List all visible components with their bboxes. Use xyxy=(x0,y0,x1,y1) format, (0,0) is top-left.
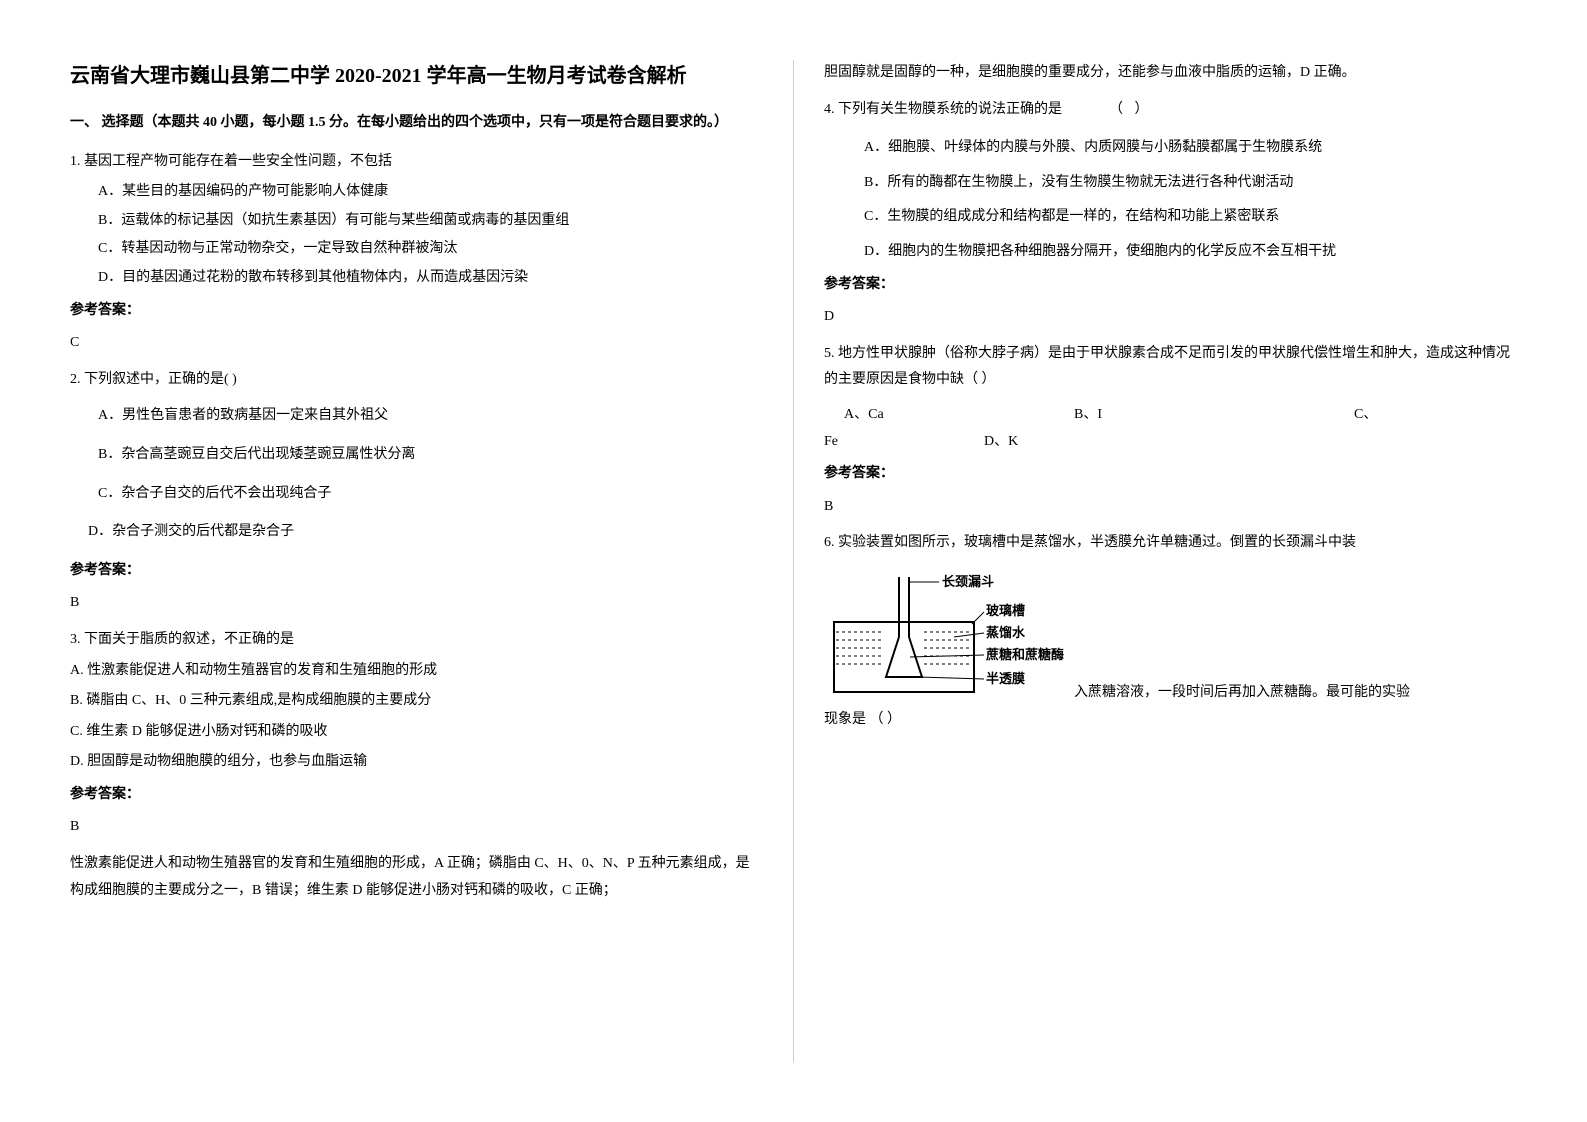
q4-answer: D xyxy=(824,304,1517,331)
q4-paren: （ ） xyxy=(1109,102,1153,117)
q2-answer: B xyxy=(70,590,763,617)
label-tank: 玻璃槽 xyxy=(986,603,1025,618)
q2-option-b: B．杂合高茎豌豆自交后代出现矮茎豌豆属性状分离 xyxy=(70,442,763,469)
q1-option-b: B．运载体的标记基因（如抗生素基因）有可能与某些细菌或病毒的基因重组 xyxy=(70,208,763,235)
q4-option-c: C．生物膜的组成成分和结构都是一样的，在结构和功能上紧密联系 xyxy=(824,204,1517,231)
q1-answer: C xyxy=(70,330,763,357)
left-column: 云南省大理市巍山县第二中学 2020-2021 学年高一生物月考试卷含解析 一、… xyxy=(40,60,793,1062)
q2-option-c: C．杂合子自交的后代不会出现纯合子 xyxy=(70,481,763,508)
q3-option-b: B. 磷脂由 C、H、0 三种元素组成,是构成细胞膜的主要成分 xyxy=(70,688,763,715)
q5-options-row2: Fe D、K xyxy=(824,429,1517,456)
q2-option-d: D．杂合子测交的后代都是杂合子 xyxy=(70,519,763,546)
q3-answer: B xyxy=(70,814,763,841)
q5-answer: B xyxy=(824,494,1517,521)
q4-option-a: A．细胞膜、叶绿体的内膜与外膜、内质网膜与小肠黏膜都属于生物膜系统 xyxy=(824,135,1517,162)
funnel-diagram-icon: 长颈漏斗 玻璃槽 蒸馏水 蔗糖和蔗糖酶溶液 半透膜 xyxy=(824,567,1064,707)
label-water: 蒸馏水 xyxy=(986,625,1026,640)
q4-stem: 4. 下列有关生物膜系统的说法正确的是 （ ） xyxy=(824,97,1517,124)
q6-tail: 现象是 （ ） xyxy=(824,707,1517,734)
q6-stem: 6. 实验装置如图所示，玻璃槽中是蒸馏水，半透膜允许单糖通过。倒置的长颈漏斗中装 xyxy=(824,530,1517,557)
q1-option-d: D．目的基因通过花粉的散布转移到其他植物体内，从而造成基因污染 xyxy=(70,265,763,292)
q1-option-c: C．转基因动物与正常动物杂交，一定导致自然种群被淘汰 xyxy=(70,236,763,263)
q4-option-b: B．所有的酶都在生物膜上，没有生物膜生物就无法进行各种代谢活动 xyxy=(824,170,1517,197)
label-solution: 蔗糖和蔗糖酶溶液 xyxy=(985,647,1064,662)
q5-option-a: A、Ca xyxy=(824,402,1074,429)
question-5: 5. 地方性甲状腺肿（俗称大脖子病）是由于甲状腺素合成不足而引发的甲状腺代偿性增… xyxy=(824,341,1517,521)
label-funnel: 长颈漏斗 xyxy=(942,574,994,589)
q3-option-a: A. 性激素能促进人和动物生殖器官的发育和生殖细胞的形成 xyxy=(70,658,763,685)
q1-option-a: A．某些目的基因编码的产物可能影响人体健康 xyxy=(70,179,763,206)
q4-answer-label: 参考答案： xyxy=(824,272,1517,299)
q5-option-d: D、K xyxy=(984,429,1018,456)
right-column: 胆固醇就是固醇的一种，是细胞膜的重要成分，还能参与血液中脂质的运输，D 正确。 … xyxy=(794,60,1547,1062)
q6-after-diagram: 入蔗糖溶液，一段时间后再加入蔗糖酶。最可能的实验 xyxy=(1064,680,1517,707)
q1-answer-label: 参考答案： xyxy=(70,298,763,325)
exam-title: 云南省大理市巍山县第二中学 2020-2021 学年高一生物月考试卷含解析 xyxy=(70,60,763,92)
q5-options-row1: A、Ca B、I C、 xyxy=(824,402,1517,429)
q5-answer-label: 参考答案： xyxy=(824,461,1517,488)
q3-stem: 3. 下面关于脂质的叙述，不正确的是 xyxy=(70,627,763,654)
q2-option-a: A．男性色盲患者的致病基因一定来自其外祖父 xyxy=(70,403,763,430)
question-2: 2. 下列叙述中，正确的是( ) A．男性色盲患者的致病基因一定来自其外祖父 B… xyxy=(70,367,763,617)
q3-answer-label: 参考答案： xyxy=(70,782,763,809)
question-6: 6. 实验装置如图所示，玻璃槽中是蒸馏水，半透膜允许单糖通过。倒置的长颈漏斗中装 xyxy=(824,530,1517,733)
q2-answer-label: 参考答案： xyxy=(70,558,763,585)
label-membrane: 半透膜 xyxy=(986,671,1025,686)
question-4: 4. 下列有关生物膜系统的说法正确的是 （ ） A．细胞膜、叶绿体的内膜与外膜、… xyxy=(824,97,1517,331)
q2-stem: 2. 下列叙述中，正确的是( ) xyxy=(70,367,763,394)
section-header: 一、 选择题（本题共 40 小题，每小题 1.5 分。在每小题给出的四个选项中，… xyxy=(70,110,763,137)
q3-option-d: D. 胆固醇是动物细胞膜的组分，也参与血脂运输 xyxy=(70,749,763,776)
q5-option-c: C、 xyxy=(1354,402,1377,429)
q4-option-d: D．细胞内的生物膜把各种细胞器分隔开，使细胞内的化学反应不会互相干扰 xyxy=(824,239,1517,266)
q5-option-b: B、I xyxy=(1074,402,1354,429)
q3-explanation-2: 胆固醇就是固醇的一种，是细胞膜的重要成分，还能参与血液中脂质的运输，D 正确。 xyxy=(824,60,1517,87)
q3-option-c: C. 维生素 D 能够促进小肠对钙和磷的吸收 xyxy=(70,719,763,746)
q5-option-fe: Fe xyxy=(824,429,984,456)
q5-stem: 5. 地方性甲状腺肿（俗称大脖子病）是由于甲状腺素合成不足而引发的甲状腺代偿性增… xyxy=(824,341,1517,394)
q6-diagram-row: 长颈漏斗 玻璃槽 蒸馏水 蔗糖和蔗糖酶溶液 半透膜 入蔗糖溶液，一段时间后再加入… xyxy=(824,567,1517,707)
question-3: 3. 下面关于脂质的叙述，不正确的是 A. 性激素能促进人和动物生殖器官的发育和… xyxy=(70,627,763,904)
q4-stem-text: 4. 下列有关生物膜系统的说法正确的是 xyxy=(824,102,1062,117)
question-1: 1. 基因工程产物可能存在着一些安全性问题，不包括 A．某些目的基因编码的产物可… xyxy=(70,149,763,357)
q3-explanation-1: 性激素能促进人和动物生殖器官的发育和生殖细胞的形成，A 正确；磷脂由 C、H、0… xyxy=(70,851,763,904)
q1-stem: 1. 基因工程产物可能存在着一些安全性问题，不包括 xyxy=(70,149,763,176)
